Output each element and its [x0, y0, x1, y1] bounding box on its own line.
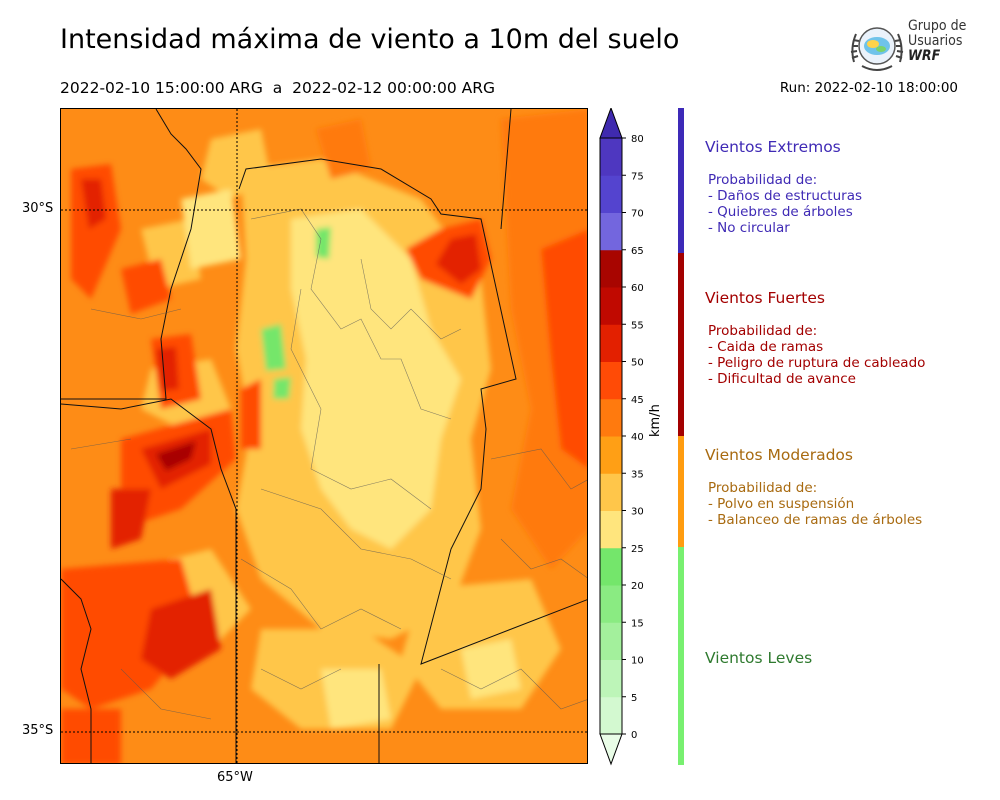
country-borders [61, 109, 587, 763]
colorbar-segment [600, 287, 622, 325]
colorbar-tick-label: 10 [631, 656, 644, 667]
logo-line-2: Usuarios [908, 33, 963, 49]
moderate-wind-bar [678, 436, 684, 547]
colorbar-segment [600, 585, 622, 623]
colorbar-segment [600, 212, 622, 251]
desc-line: Probabilidad de: [708, 323, 818, 339]
colorbar-segment [600, 547, 622, 586]
category-title-strong: Vientos Fuertes [705, 289, 825, 307]
extreme-wind-bar [678, 108, 684, 253]
desc-line: - Balanceo de ramas de árboles [708, 512, 923, 528]
colorbar: 0 5 10 15 20 25 30 35 40 45 50 55 60 65 70 75 80 [598, 106, 668, 768]
colorbar-tick-label: 45 [631, 395, 644, 406]
department-borders [70, 208, 587, 720]
colorbar-tick-label: 30 [631, 507, 644, 518]
colorbar-tick-label: 5 [631, 693, 637, 704]
colorbar-segment [600, 510, 622, 549]
colorbar-tick-label: 75 [631, 171, 644, 182]
lon-label-65w: 65°W [217, 770, 253, 785]
colorbar-tick-label: 80 [631, 134, 644, 145]
graticule [61, 109, 587, 763]
desc-line: - Polvo en suspensión [708, 496, 855, 512]
colorbar-tick-label: 0 [631, 730, 637, 741]
colorbar-max-extend [599, 106, 623, 139]
wind-contours [61, 109, 587, 763]
desc-line: - Dificultad de avance [708, 371, 856, 387]
wind-speed-map [60, 108, 588, 764]
lat-label-35s: 35°S [22, 723, 54, 738]
colorbar-segment [600, 473, 622, 511]
desc-line: - Daños de estructuras [708, 188, 863, 204]
colorbar-unit: km/h [648, 404, 663, 437]
colorbar-tick-label: 20 [631, 581, 644, 592]
wrf-users-logo: Grupo de Usuarios WRF [848, 18, 968, 74]
colorbar-tick-label: 35 [631, 469, 644, 480]
colorbar-tick-label: 55 [631, 320, 644, 331]
colorbar-segment [600, 249, 622, 288]
colorbar-tick-label: 15 [631, 618, 644, 629]
chart-title: Intensidad máxima de viento a 10m del su… [60, 24, 680, 55]
colorbar-tick-label: 60 [631, 283, 644, 294]
category-title-light: Vientos Leves [705, 649, 813, 667]
colorbar-segment [600, 436, 622, 474]
desc-line: - No circular [708, 220, 790, 236]
colorbar-segment [600, 361, 622, 400]
desc-line: Probabilidad de: [708, 480, 818, 496]
desc-line: - Caida de ramas [708, 339, 824, 355]
colorbar-tick-label: 65 [631, 246, 644, 257]
colorbar-segment [600, 622, 622, 660]
desc-line: - Peligro de ruptura de cableado [708, 355, 926, 371]
logo-line-1: Grupo de [908, 18, 967, 34]
category-title-moderate: Vientos Moderados [705, 446, 853, 464]
colorbar-tick-label: 25 [631, 544, 644, 555]
colorbar-segment [600, 324, 622, 362]
colorbar-segment [600, 696, 622, 735]
light-wind-bar [678, 547, 684, 765]
category-desc-extreme: Probabilidad de: - Daños de estructuras … [708, 172, 862, 236]
logo-wrf: WRF [908, 48, 941, 64]
colorbar-min-extend [599, 733, 623, 766]
lat-label-30s: 30°S [22, 201, 54, 216]
colorbar-segment [600, 398, 622, 437]
run-timestamp: Run: 2022-02-10 18:00:00 [779, 80, 958, 96]
category-desc-strong: Probabilidad de: - Caida de ramas - Peli… [708, 323, 925, 387]
colorbar-tick-label: 40 [631, 432, 644, 443]
map-canvas [61, 109, 587, 763]
desc-line: - Quiebres de árboles [708, 204, 853, 220]
colorbar-segment [600, 659, 622, 698]
category-title-extreme: Vientos Extremos [705, 138, 841, 156]
colorbar-tick-label: 50 [631, 358, 644, 369]
colorbar-segment [600, 138, 622, 176]
forecast-period: 2022-02-10 15:00:00 ARG a 2022-02-12 00:… [60, 79, 496, 97]
desc-line: Probabilidad de: [708, 172, 818, 188]
colorbar-tick-label: 70 [631, 209, 644, 220]
colorbar-segment [600, 175, 622, 213]
colorbar-svg: 0 5 10 15 20 25 30 35 40 45 50 55 60 65 70 75 80 [599, 106, 644, 766]
logo-text: Grupo de Usuarios WRF [908, 19, 966, 64]
strong-wind-bar [678, 253, 684, 436]
globe-emblem-icon [850, 27, 904, 71]
category-desc-moderate: Probabilidad de: - Polvo en suspensión -… [708, 480, 922, 528]
